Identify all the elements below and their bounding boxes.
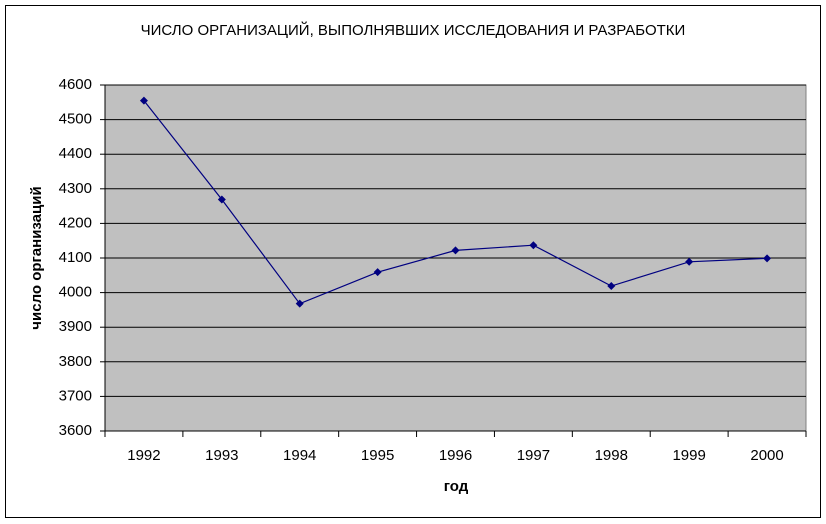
data-point xyxy=(217,195,226,204)
y-tick-label: 4300 xyxy=(59,180,92,197)
data-point xyxy=(763,254,772,263)
y-tick-label: 4500 xyxy=(59,111,92,128)
data-point xyxy=(685,257,694,266)
x-tick-label: 1993 xyxy=(205,447,238,464)
y-tick-label: 3800 xyxy=(59,353,92,370)
x-axis-label: год xyxy=(444,478,469,495)
x-tick-label: 1994 xyxy=(283,447,316,464)
y-axis-label: число организаций xyxy=(28,186,45,329)
data-point xyxy=(451,246,460,255)
y-tick-label: 3900 xyxy=(59,318,92,335)
y-tick-label: 4000 xyxy=(59,284,92,301)
data-point xyxy=(295,299,304,308)
y-tick-label: 4100 xyxy=(59,249,92,266)
data-point xyxy=(607,282,616,291)
y-tick-label: 3600 xyxy=(59,422,92,439)
chart-title: ЧИСЛО ОРГАНИЗАЦИЙ, ВЫПОЛНЯВШИХ ИССЛЕДОВА… xyxy=(141,21,686,39)
data-point xyxy=(373,268,382,277)
x-tick-label: 1996 xyxy=(439,447,472,464)
data-point xyxy=(529,241,538,250)
y-tick-label: 4600 xyxy=(59,76,92,93)
x-tick-label: 2000 xyxy=(750,447,783,464)
x-tick-label: 1999 xyxy=(672,447,705,464)
x-tick-label: 1995 xyxy=(361,447,394,464)
x-tick-label: 1992 xyxy=(127,447,160,464)
x-tick-label: 1997 xyxy=(517,447,550,464)
data-point xyxy=(139,96,148,105)
y-tick-label: 4200 xyxy=(59,214,92,231)
x-tick-label: 1998 xyxy=(595,447,628,464)
y-tick-label: 4400 xyxy=(59,145,92,162)
y-tick-label: 3700 xyxy=(59,387,92,404)
